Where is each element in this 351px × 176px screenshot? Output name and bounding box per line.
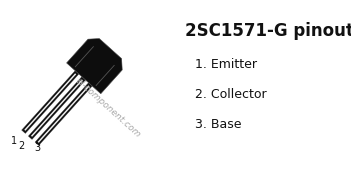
- Polygon shape: [22, 71, 79, 133]
- Text: 1: 1: [11, 136, 17, 146]
- Text: 3. Base: 3. Base: [195, 118, 241, 131]
- Polygon shape: [67, 39, 122, 94]
- Polygon shape: [24, 73, 76, 131]
- Text: 2. Collector: 2. Collector: [195, 88, 267, 101]
- Text: 1. Emitter: 1. Emitter: [195, 58, 257, 71]
- Polygon shape: [38, 85, 90, 143]
- Polygon shape: [35, 83, 92, 146]
- Polygon shape: [31, 79, 83, 137]
- Polygon shape: [28, 77, 86, 139]
- Text: 2: 2: [18, 141, 25, 151]
- Text: 2SC1571-G pinout: 2SC1571-G pinout: [185, 22, 351, 40]
- Text: 3: 3: [34, 143, 40, 153]
- Text: el-component.com: el-component.com: [74, 76, 143, 140]
